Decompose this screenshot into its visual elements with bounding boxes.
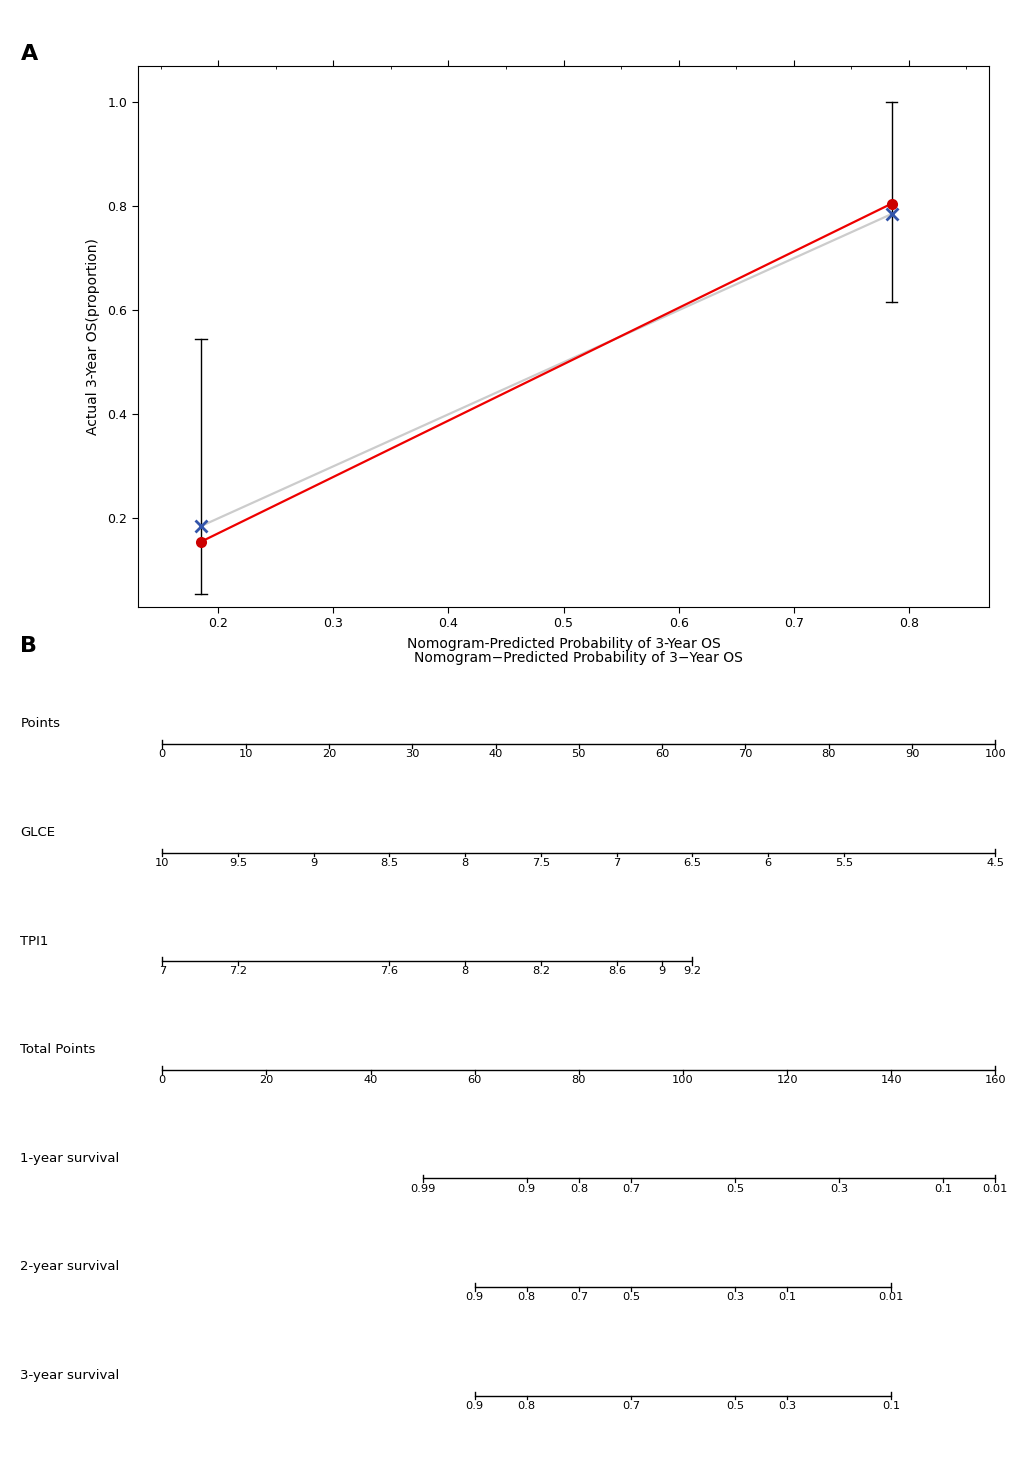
Text: 0.3: 0.3 — [829, 1184, 848, 1193]
Text: 8: 8 — [462, 858, 469, 868]
Text: A: A — [20, 44, 38, 64]
Text: 0.7: 0.7 — [622, 1401, 639, 1411]
Text: 100: 100 — [672, 1075, 693, 1085]
Text: 10: 10 — [155, 858, 169, 868]
Text: 100: 100 — [983, 749, 1006, 759]
Text: 4.5: 4.5 — [985, 858, 1004, 868]
Text: Points: Points — [20, 718, 60, 731]
Text: 40: 40 — [488, 749, 502, 759]
Text: 0.8: 0.8 — [518, 1292, 535, 1303]
Text: 8.5: 8.5 — [380, 858, 398, 868]
Text: 120: 120 — [775, 1075, 797, 1085]
Text: 160: 160 — [983, 1075, 1006, 1085]
Text: 0.1: 0.1 — [933, 1184, 952, 1193]
Text: 90: 90 — [904, 749, 918, 759]
Y-axis label: Actual 3-Year OS(proportion): Actual 3-Year OS(proportion) — [87, 238, 100, 434]
Text: 0.9: 0.9 — [466, 1401, 483, 1411]
Text: 7.6: 7.6 — [380, 966, 398, 977]
Text: 0: 0 — [159, 749, 166, 759]
Text: 80: 80 — [820, 749, 836, 759]
Text: 0.99: 0.99 — [410, 1184, 435, 1193]
Text: 2-year survival: 2-year survival — [20, 1260, 119, 1273]
Text: 140: 140 — [879, 1075, 901, 1085]
Text: B: B — [20, 636, 38, 656]
Text: 0.5: 0.5 — [726, 1401, 744, 1411]
Text: 0: 0 — [159, 1075, 166, 1085]
Text: 0.1: 0.1 — [777, 1292, 796, 1303]
Text: TPI1: TPI1 — [20, 934, 49, 947]
Text: 0.7: 0.7 — [570, 1292, 587, 1303]
Text: 7: 7 — [612, 858, 620, 868]
Text: 0.9: 0.9 — [518, 1184, 535, 1193]
Text: 0.1: 0.1 — [881, 1401, 900, 1411]
X-axis label: Nomogram-Predicted Probability of 3-Year OS: Nomogram-Predicted Probability of 3-Year… — [407, 637, 719, 651]
Text: 0.3: 0.3 — [726, 1292, 744, 1303]
Text: 8: 8 — [462, 966, 469, 977]
Text: 0.9: 0.9 — [466, 1292, 483, 1303]
Text: 0.5: 0.5 — [726, 1184, 744, 1193]
Text: 40: 40 — [363, 1075, 377, 1085]
Text: 7.5: 7.5 — [531, 858, 549, 868]
Text: 0.8: 0.8 — [518, 1401, 535, 1411]
Text: 60: 60 — [467, 1075, 481, 1085]
Text: 0.8: 0.8 — [570, 1184, 587, 1193]
Text: 6: 6 — [764, 858, 771, 868]
Text: 70: 70 — [738, 749, 752, 759]
Text: Nomogram−Predicted Probability of 3−Year OS: Nomogram−Predicted Probability of 3−Year… — [414, 651, 743, 665]
Text: 10: 10 — [238, 749, 253, 759]
Text: 5.5: 5.5 — [835, 858, 852, 868]
Text: 0.7: 0.7 — [622, 1184, 639, 1193]
Text: 9: 9 — [310, 858, 317, 868]
Text: 8.2: 8.2 — [532, 966, 549, 977]
Text: 8.6: 8.6 — [607, 966, 625, 977]
Text: 9: 9 — [658, 966, 665, 977]
Text: Total Points: Total Points — [20, 1044, 96, 1056]
Text: 0.01: 0.01 — [877, 1292, 903, 1303]
Text: 0.5: 0.5 — [622, 1292, 639, 1303]
Text: 7: 7 — [159, 966, 166, 977]
Text: 9.2: 9.2 — [683, 966, 700, 977]
Text: 30: 30 — [405, 749, 419, 759]
Text: 6.5: 6.5 — [683, 858, 701, 868]
Text: 1-year survival: 1-year survival — [20, 1152, 119, 1165]
Text: 7.2: 7.2 — [229, 966, 247, 977]
Text: 80: 80 — [571, 1075, 586, 1085]
Text: 0.01: 0.01 — [981, 1184, 1007, 1193]
Text: 60: 60 — [654, 749, 668, 759]
Text: 9.5: 9.5 — [228, 858, 247, 868]
Text: 3-year survival: 3-year survival — [20, 1368, 119, 1382]
Text: 0.3: 0.3 — [777, 1401, 796, 1411]
Text: 20: 20 — [259, 1075, 273, 1085]
Text: GLCE: GLCE — [20, 826, 55, 839]
Text: 50: 50 — [571, 749, 586, 759]
Text: 20: 20 — [321, 749, 335, 759]
